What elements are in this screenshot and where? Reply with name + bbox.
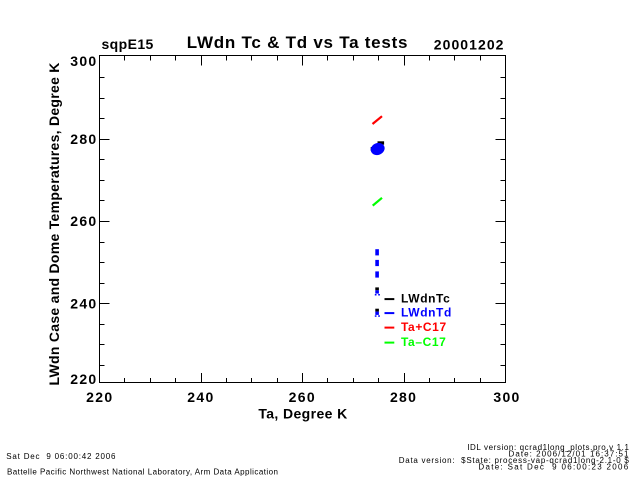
svg-text:20001202: 20001202 [434, 37, 505, 53]
svg-text:280: 280 [70, 131, 97, 147]
svg-text:IDL version: qcrad1long_plots.: IDL version: qcrad1long_plots.pro,v 1.1 [467, 443, 629, 452]
svg-text:LWdnTc: LWdnTc [401, 292, 450, 306]
svg-text:240: 240 [187, 389, 214, 405]
svg-text:Sat Dec 9 06:00:42 2006: Sat Dec 9 06:00:42 2006 [6, 452, 116, 461]
svg-text:LWdn Case and Dome Temperature: LWdn Case and Dome Temperatures, Degree … [46, 62, 62, 385]
svg-text:240: 240 [70, 295, 97, 311]
svg-text:220: 220 [70, 371, 97, 387]
svg-text:Data version: $State: process: Data version: $State: process-vap-qcrad1… [399, 456, 630, 465]
svg-text:Battelle Pacific Northwest Nat: Battelle Pacific Northwest National Labo… [7, 468, 278, 477]
svg-text:260: 260 [70, 213, 97, 229]
svg-text:220: 220 [86, 389, 113, 405]
svg-text:260: 260 [289, 389, 316, 405]
svg-text:Date: Sat Dec 9 06:00:23 2006: Date: Sat Dec 9 06:00:23 2006 [478, 463, 629, 472]
svg-text:Date: 2006/12/01 16:37:51: Date: 2006/12/01 16:37:51 [509, 449, 630, 458]
svg-text:sqpE15: sqpE15 [102, 36, 154, 52]
svg-text:300: 300 [70, 53, 97, 69]
svg-text:LWdn Tc & Td vs Ta tests: LWdn Tc & Td vs Ta tests [187, 33, 408, 52]
svg-text:Ta–C17: Ta–C17 [401, 335, 446, 349]
svg-text:Ta, Degree K: Ta, Degree K [258, 406, 347, 422]
svg-text:Ta+C17: Ta+C17 [401, 320, 447, 334]
svg-text:LWdnTd: LWdnTd [401, 306, 452, 320]
svg-text:300: 300 [493, 389, 520, 405]
svg-text:280: 280 [390, 389, 417, 405]
